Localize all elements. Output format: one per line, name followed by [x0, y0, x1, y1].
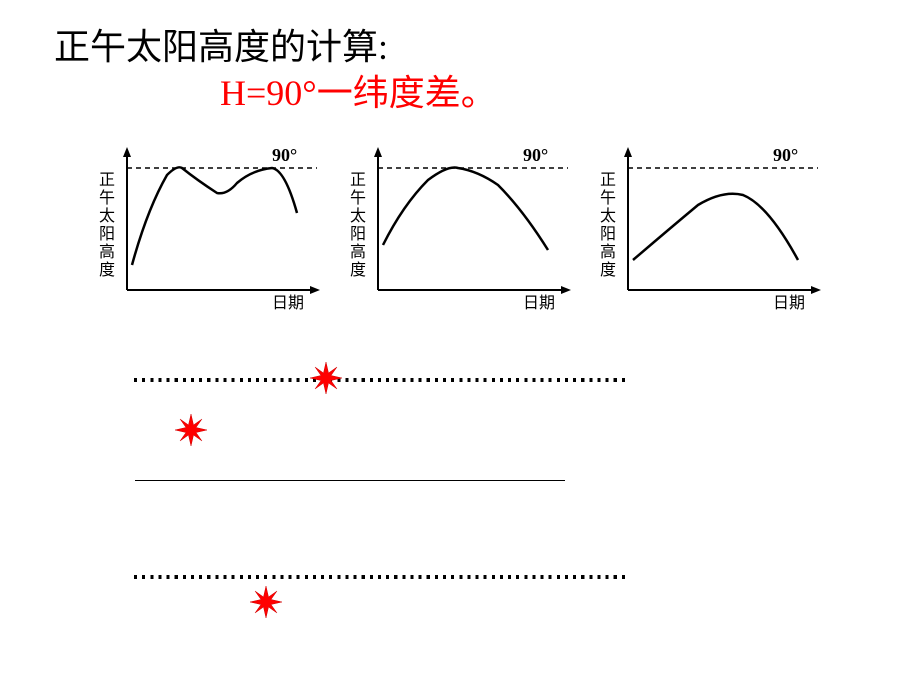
x-arrow: [310, 286, 320, 294]
chart-panel-1: 正 午 太 阳 高 度 90° 日期: [77, 135, 322, 315]
max-label: 90°: [773, 145, 798, 165]
title-line1: 正午太阳高度的计算:: [54, 18, 388, 70]
y-label-char3: 太: [600, 207, 616, 225]
y-label-char5: 高: [600, 243, 616, 261]
max-label: 90°: [523, 145, 548, 165]
x-arrow: [561, 286, 571, 294]
star-icon-1: [310, 362, 342, 394]
x-arrow: [811, 286, 821, 294]
x-label: 日期: [272, 294, 304, 312]
y-label-char2: 午: [99, 189, 115, 207]
chart-panel-3: 正 午 太 阳 高 度 90° 日期: [578, 135, 823, 315]
x-label: 日期: [773, 294, 805, 312]
y-label-char4: 阳: [350, 225, 366, 243]
y-label-char4: 阳: [99, 225, 115, 243]
chart-svg-3: 正 午 太 阳 高 度 90° 日期: [578, 135, 823, 315]
y-label-char3: 太: [350, 207, 366, 225]
y-label-char2: 午: [350, 189, 366, 207]
y-arrow: [374, 147, 382, 157]
y-label-char1: 正: [350, 172, 366, 189]
y-arrow: [624, 147, 632, 157]
y-label-char5: 高: [350, 243, 366, 261]
max-label: 90°: [272, 145, 297, 165]
curve-3: [633, 194, 798, 260]
dotted-line-2: [130, 575, 630, 579]
dotted-line-1: [130, 378, 630, 382]
x-label: 日期: [523, 294, 555, 312]
y-label-char1: 正: [99, 172, 115, 189]
y-label-char5: 高: [99, 243, 115, 261]
star-icon-2: [175, 414, 207, 446]
y-arrow: [123, 147, 131, 157]
y-label-char6: 度: [600, 261, 616, 279]
y-label-char4: 阳: [600, 225, 616, 243]
bottom-diagram: [120, 370, 640, 650]
y-label-char6: 度: [99, 261, 115, 279]
chart-svg-2: 正 午 太 阳 高 度 90° 日期: [328, 135, 573, 315]
curve-2: [383, 168, 548, 251]
y-label-char3: 太: [99, 207, 115, 225]
y-label-char2: 午: [600, 189, 616, 207]
charts-container: 正 午 太 阳 高 度 90° 日期 正 午 太 阳 高 度 90°: [72, 130, 828, 320]
chart-panel-2: 正 午 太 阳 高 度 90° 日期: [328, 135, 573, 315]
y-label-char1: 正: [600, 172, 616, 189]
star-icon-3: [250, 586, 282, 618]
y-label-char6: 度: [350, 261, 366, 279]
solid-line: [135, 480, 565, 481]
chart-svg-1: 正 午 太 阳 高 度 90° 日期: [77, 135, 322, 315]
title-line2: H=90°一纬度差。: [220, 64, 497, 116]
curve-1: [132, 167, 297, 265]
